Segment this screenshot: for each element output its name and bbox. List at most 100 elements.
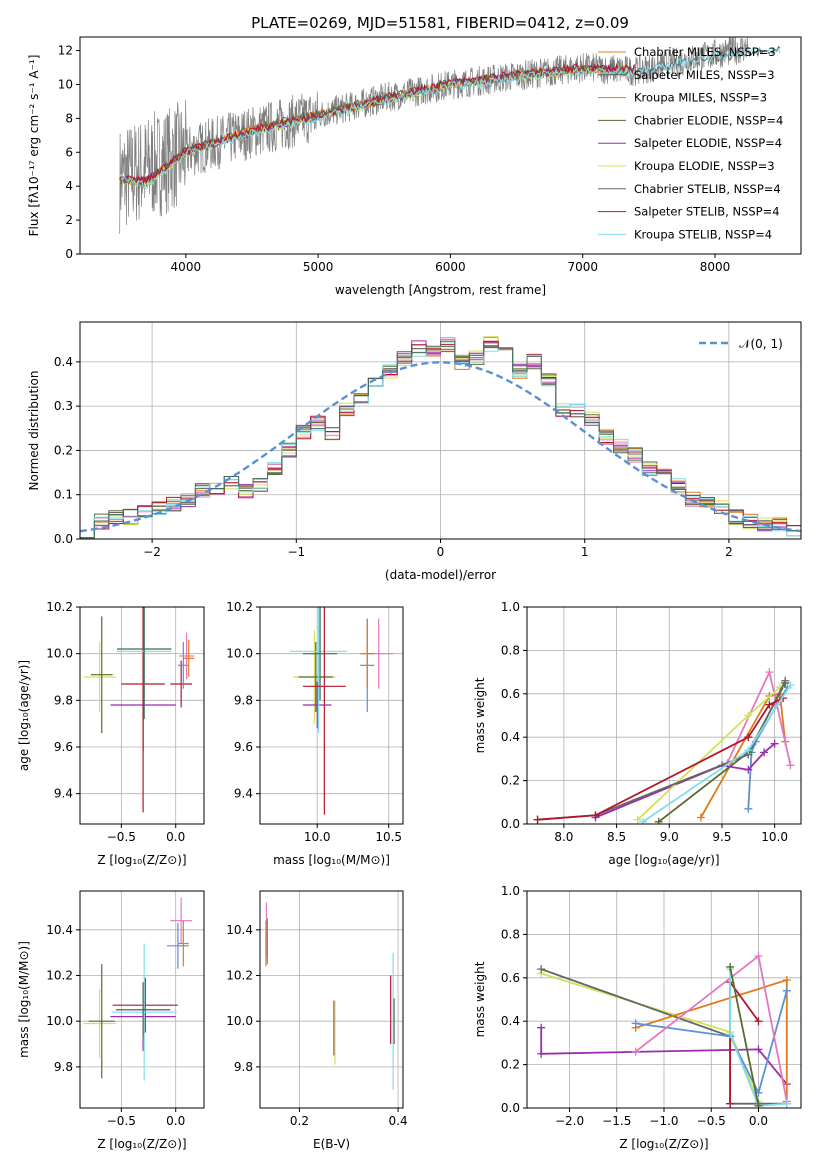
y-tick-label: 0.6: [501, 971, 520, 985]
y-tick-label: 0: [65, 247, 73, 261]
model-spectrum-line: [119, 62, 636, 187]
y-tick-label: 1.0: [501, 600, 520, 614]
x-tick-label: 9.0: [660, 830, 679, 844]
x-tick-label: −2.0: [555, 1114, 584, 1128]
y-axis-label: mass weight: [473, 961, 487, 1037]
weight-marker: [765, 700, 774, 709]
weight-marker: [782, 975, 791, 984]
weight-marker: [781, 676, 790, 685]
y-axis-label: Flux [fλ10⁻¹⁷ erg cm⁻² s⁻¹ A⁻¹]: [27, 55, 41, 237]
y-tick-label: 10.2: [46, 969, 73, 983]
x-axis-label: Z [log₁₀(Z/Z⊙)]: [97, 1137, 186, 1151]
y-tick-label: 0.6: [501, 687, 520, 701]
weight-line: [635, 990, 788, 1096]
legend-label: Salpeter ELODIE, NSSP=4: [634, 136, 782, 150]
x-tick-label: 6000: [435, 260, 466, 274]
weight-line: [540, 1027, 788, 1085]
y-axis-label: mass [log₁₀(M/M⊙)]: [17, 941, 31, 1058]
y-tick-label: 9.8: [54, 693, 73, 707]
legend-label: Salpeter MILES, NSSP=3: [634, 68, 775, 82]
weight-lines: [533, 668, 795, 824]
legend-label: Salpeter STELIB, NSSP=4: [634, 205, 780, 219]
y-tick-label: 0.4: [501, 730, 520, 744]
weight-marker: [782, 1099, 791, 1108]
legend-label: 𝒩(0, 1): [739, 337, 783, 351]
legend-label: Chabrier ELODIE, NSSP=4: [634, 113, 783, 127]
model-spectrum-line: [119, 64, 636, 185]
y-tick-label: 9.8: [54, 1060, 73, 1074]
y-tick-label: 0.2: [501, 1058, 520, 1072]
weight-marker: [631, 1019, 640, 1028]
y-tick-label: 6: [65, 145, 73, 159]
x-tick-label: −0.5: [107, 1114, 136, 1128]
x-axis-label: age [log₁₀(age/yr)]: [608, 853, 719, 867]
x-axis-label: wavelength [Angstrom, rest frame]: [335, 283, 546, 297]
x-tick-label: 0.4: [389, 1114, 408, 1128]
y-tick-label: 0.1: [54, 488, 73, 502]
x-axis-label: mass [log₁₀(M/M⊙)]: [273, 853, 390, 867]
weight-marker: [638, 817, 647, 824]
x-axis-label: (data-model)/error: [385, 568, 496, 582]
y-tick-label: 10.2: [46, 600, 73, 614]
axes-frame: [526, 606, 802, 825]
y-tick-label: 0.8: [501, 643, 520, 657]
weight-marker: [633, 815, 642, 824]
x-tick-label: 0.0: [166, 830, 185, 844]
weight-marker: [786, 681, 795, 690]
y-axis-label: age [log₁₀(age/yr)]: [17, 660, 31, 771]
y-tick-label: 10.4: [46, 923, 73, 937]
x-tick-label: 9.5: [712, 830, 731, 844]
x-tick-label: 0.2: [290, 1114, 309, 1128]
x-tick-label: 10.0: [304, 830, 331, 844]
spectrum-lines: [119, 37, 781, 234]
weight-marker: [786, 761, 795, 770]
x-tick-label: −1.5: [602, 1114, 631, 1128]
y-tick-label: 0.8: [501, 927, 520, 941]
weight-marker: [754, 952, 763, 961]
weight-marker: [754, 1017, 763, 1026]
errorbar-group: [83, 607, 195, 813]
y-tick-label: 2: [65, 213, 73, 227]
y-tick-label: 9.4: [234, 787, 253, 801]
x-axis-label: E(B-V): [313, 1137, 350, 1151]
y-tick-label: 9.6: [234, 740, 253, 754]
y-tick-label: 9.8: [234, 693, 253, 707]
weight-marker: [744, 765, 753, 774]
weight-line: [540, 972, 760, 1102]
axes-frame: [79, 606, 205, 825]
y-tick-label: 10.0: [46, 647, 73, 661]
axes-frame: [526, 890, 802, 1109]
x-tick-label: 8000: [700, 260, 731, 274]
x-tick-label: 0: [437, 545, 445, 559]
model-spectrum-line: [119, 64, 637, 184]
weight-line: [726, 669, 792, 766]
legend-label: Chabrier STELIB, NSSP=4: [634, 182, 781, 196]
y-tick-label: 0.2: [54, 443, 73, 457]
weight-marker: [696, 813, 705, 822]
y-tick-label: 0.4: [501, 1014, 520, 1028]
legend-label: Kroupa MILES, NSSP=3: [634, 91, 767, 105]
weight-marker: [537, 1049, 546, 1058]
y-tick-label: 0.3: [54, 399, 73, 413]
y-axis-label: Normed distribution: [27, 371, 41, 491]
x-axis-label: Z [log₁₀(Z/Z⊙)]: [619, 1137, 708, 1151]
x-tick-label: −1: [287, 545, 305, 559]
y-tick-label: 0.0: [54, 532, 73, 546]
x-tick-label: 10.0: [761, 830, 788, 844]
axes-frame: [79, 321, 802, 540]
legend-label: Chabrier MILES, NSSP=3: [634, 45, 776, 59]
hist-group: [80, 336, 801, 539]
x-tick-label: −1.0: [649, 1114, 678, 1128]
errorbar-group: [83, 897, 193, 1081]
y-tick-label: 10: [58, 77, 73, 91]
model-spectrum-line: [119, 46, 781, 190]
weight-marker: [744, 804, 753, 813]
model-spectrum-line: [119, 63, 636, 186]
errorbar-group: [265, 902, 395, 1090]
x-tick-label: −2: [143, 545, 161, 559]
weight-marker: [654, 817, 663, 824]
x-tick-label: 10.5: [375, 830, 402, 844]
weight-marker: [631, 1047, 640, 1056]
y-tick-label: 9.8: [234, 1060, 253, 1074]
